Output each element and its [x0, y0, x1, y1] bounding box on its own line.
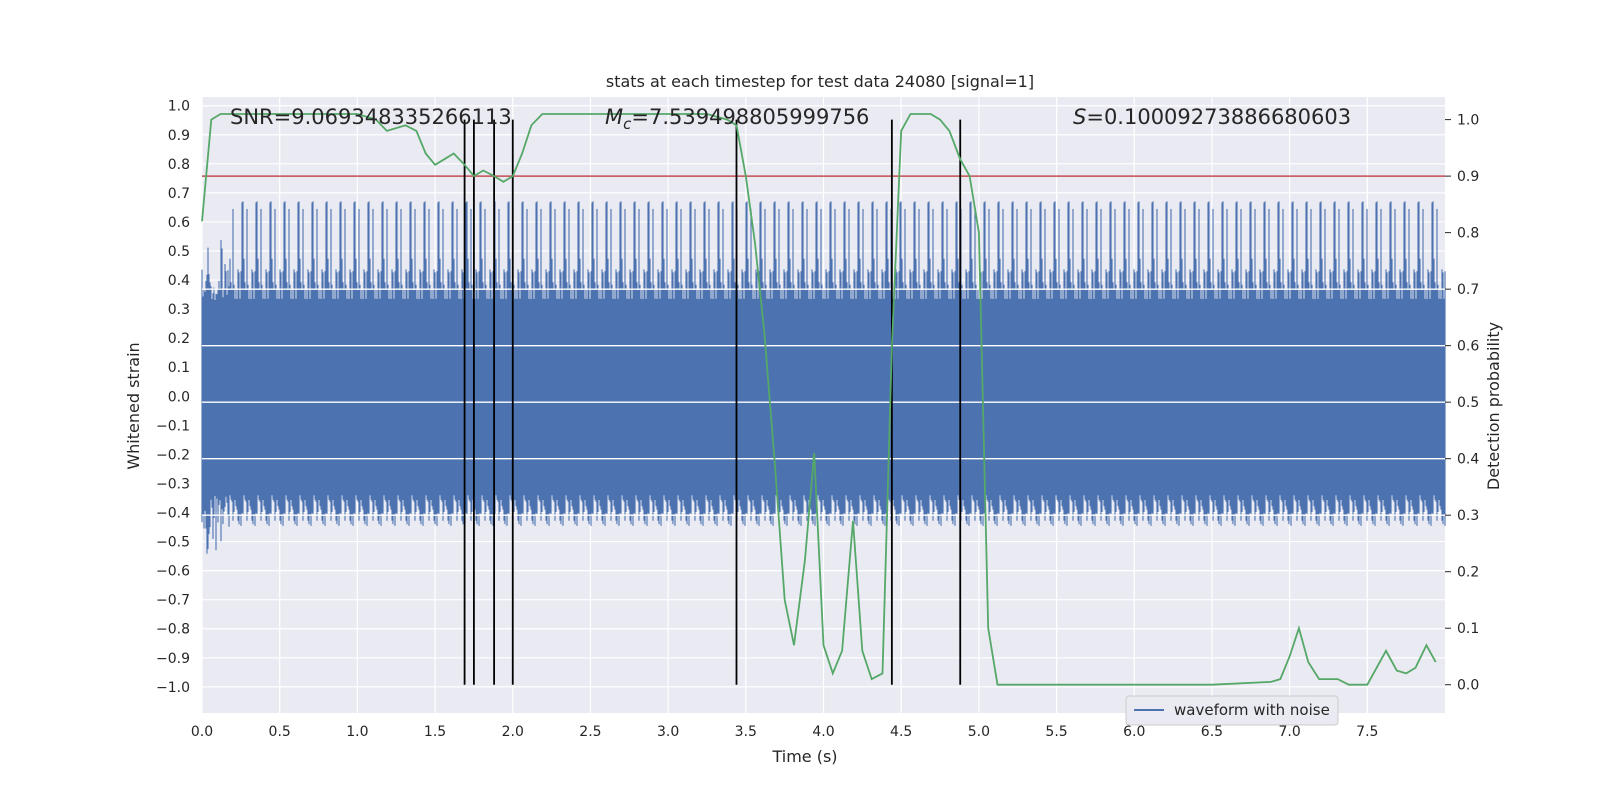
y-axis-right-label: Detection probability	[1484, 322, 1503, 490]
y-tick-label: 0.8	[168, 157, 190, 173]
legend-label: waveform with noise	[1174, 701, 1330, 719]
x-axis-label: Time (s)	[771, 747, 837, 766]
y-right-tick-label: 0.9	[1457, 169, 1479, 185]
x-tick-label: 7.5	[1356, 724, 1378, 740]
probability-series	[201, 113, 1437, 686]
waveform-series	[201, 201, 1446, 554]
y-tick-label: 0.9	[168, 128, 190, 144]
x-tick-label: 6.0	[1123, 724, 1145, 740]
chart-title: stats at each timestep for test data 240…	[606, 72, 1034, 91]
x-tick-label: 1.0	[346, 724, 368, 740]
y-axis-label: Whitened strain	[124, 342, 143, 469]
y-tick-label: 0.2	[168, 331, 190, 347]
s-annotation: S=0.10009273886680603	[1073, 105, 1351, 129]
x-tick-label: 0.5	[269, 724, 291, 740]
s-symbol: S	[1073, 105, 1086, 129]
legend: waveform with noise	[1125, 695, 1339, 726]
x-tick-label: 3.5	[735, 724, 757, 740]
y-right-tick-label: 0.2	[1457, 565, 1479, 581]
y-right-tick-label: 0.0	[1457, 678, 1479, 694]
snr-annotation: SNR=9.069348335266113	[230, 105, 512, 129]
x-tick-label: 6.5	[1201, 724, 1223, 740]
y-right-tick-label: 0.3	[1457, 508, 1479, 524]
x-tick-label: 1.5	[424, 724, 446, 740]
x-tick-label: 2.5	[579, 724, 601, 740]
y-tick-label: −0.1	[156, 418, 190, 434]
x-tick-label: 4.5	[890, 724, 912, 740]
overlay-lines	[202, 119, 1445, 685]
probability-line	[201, 113, 1437, 686]
y-tick-label: 0.6	[168, 215, 190, 231]
y-tick-label: −0.6	[156, 564, 190, 580]
axis-ticks: 0.0 0.5 1.0 1.5 2.0 2.5 3.0 3.5 4.0 4.5 5.0 5.5 6.0 6…	[156, 99, 1479, 740]
y-right-tick-label: 0.5	[1457, 395, 1479, 411]
x-tick-label: 4.0	[812, 724, 834, 740]
y-tick-label: −0.7	[156, 593, 190, 609]
x-tick-label: 3.0	[657, 724, 679, 740]
x-tick-label: 5.0	[968, 724, 990, 740]
y-tick-label: −0.4	[156, 506, 190, 522]
y-right-tick-label: 0.8	[1457, 226, 1479, 242]
chirp-mass-value: =7.539498805999756	[631, 105, 869, 129]
y-right-tick-label: 1.0	[1457, 113, 1479, 129]
y-tick-label: 0.4	[168, 273, 190, 289]
s-value: =0.10009273886680603	[1086, 105, 1351, 129]
y-tick-label: 0.1	[168, 360, 190, 376]
y-tick-label: −0.8	[156, 622, 190, 638]
x-tick-label: 0.0	[191, 724, 213, 740]
chirp-mass-subscript: c	[623, 115, 632, 133]
x-tick-label: 5.5	[1045, 724, 1067, 740]
y-tick-label: 0.7	[168, 186, 190, 202]
y-tick-label: −0.5	[156, 535, 190, 551]
y-right-tick-label: 0.6	[1457, 339, 1479, 355]
y-right-tick-label: 0.4	[1457, 452, 1479, 468]
chirp-mass-annotation: Mc=7.539498805999756	[605, 105, 869, 133]
x-tick-label: 2.0	[502, 724, 524, 740]
y-tick-label: −0.3	[156, 476, 190, 492]
y-tick-label: −0.9	[156, 651, 190, 667]
y-tick-label: 0.5	[168, 244, 190, 260]
y-tick-label: 0.3	[168, 302, 190, 318]
x-tick-label: 7.0	[1278, 724, 1300, 740]
y-tick-label: 1.0	[168, 99, 190, 115]
chirp-mass-symbol: M	[605, 105, 623, 129]
waveform-line	[201, 201, 1446, 554]
y-right-tick-label: 0.7	[1457, 282, 1479, 298]
y-tick-label: 0.0	[168, 389, 190, 405]
y-right-tick-label: 0.1	[1457, 621, 1479, 637]
legend-box	[1125, 695, 1339, 726]
y-tick-label: −1.0	[156, 680, 190, 696]
y-tick-label: −0.2	[156, 447, 190, 463]
